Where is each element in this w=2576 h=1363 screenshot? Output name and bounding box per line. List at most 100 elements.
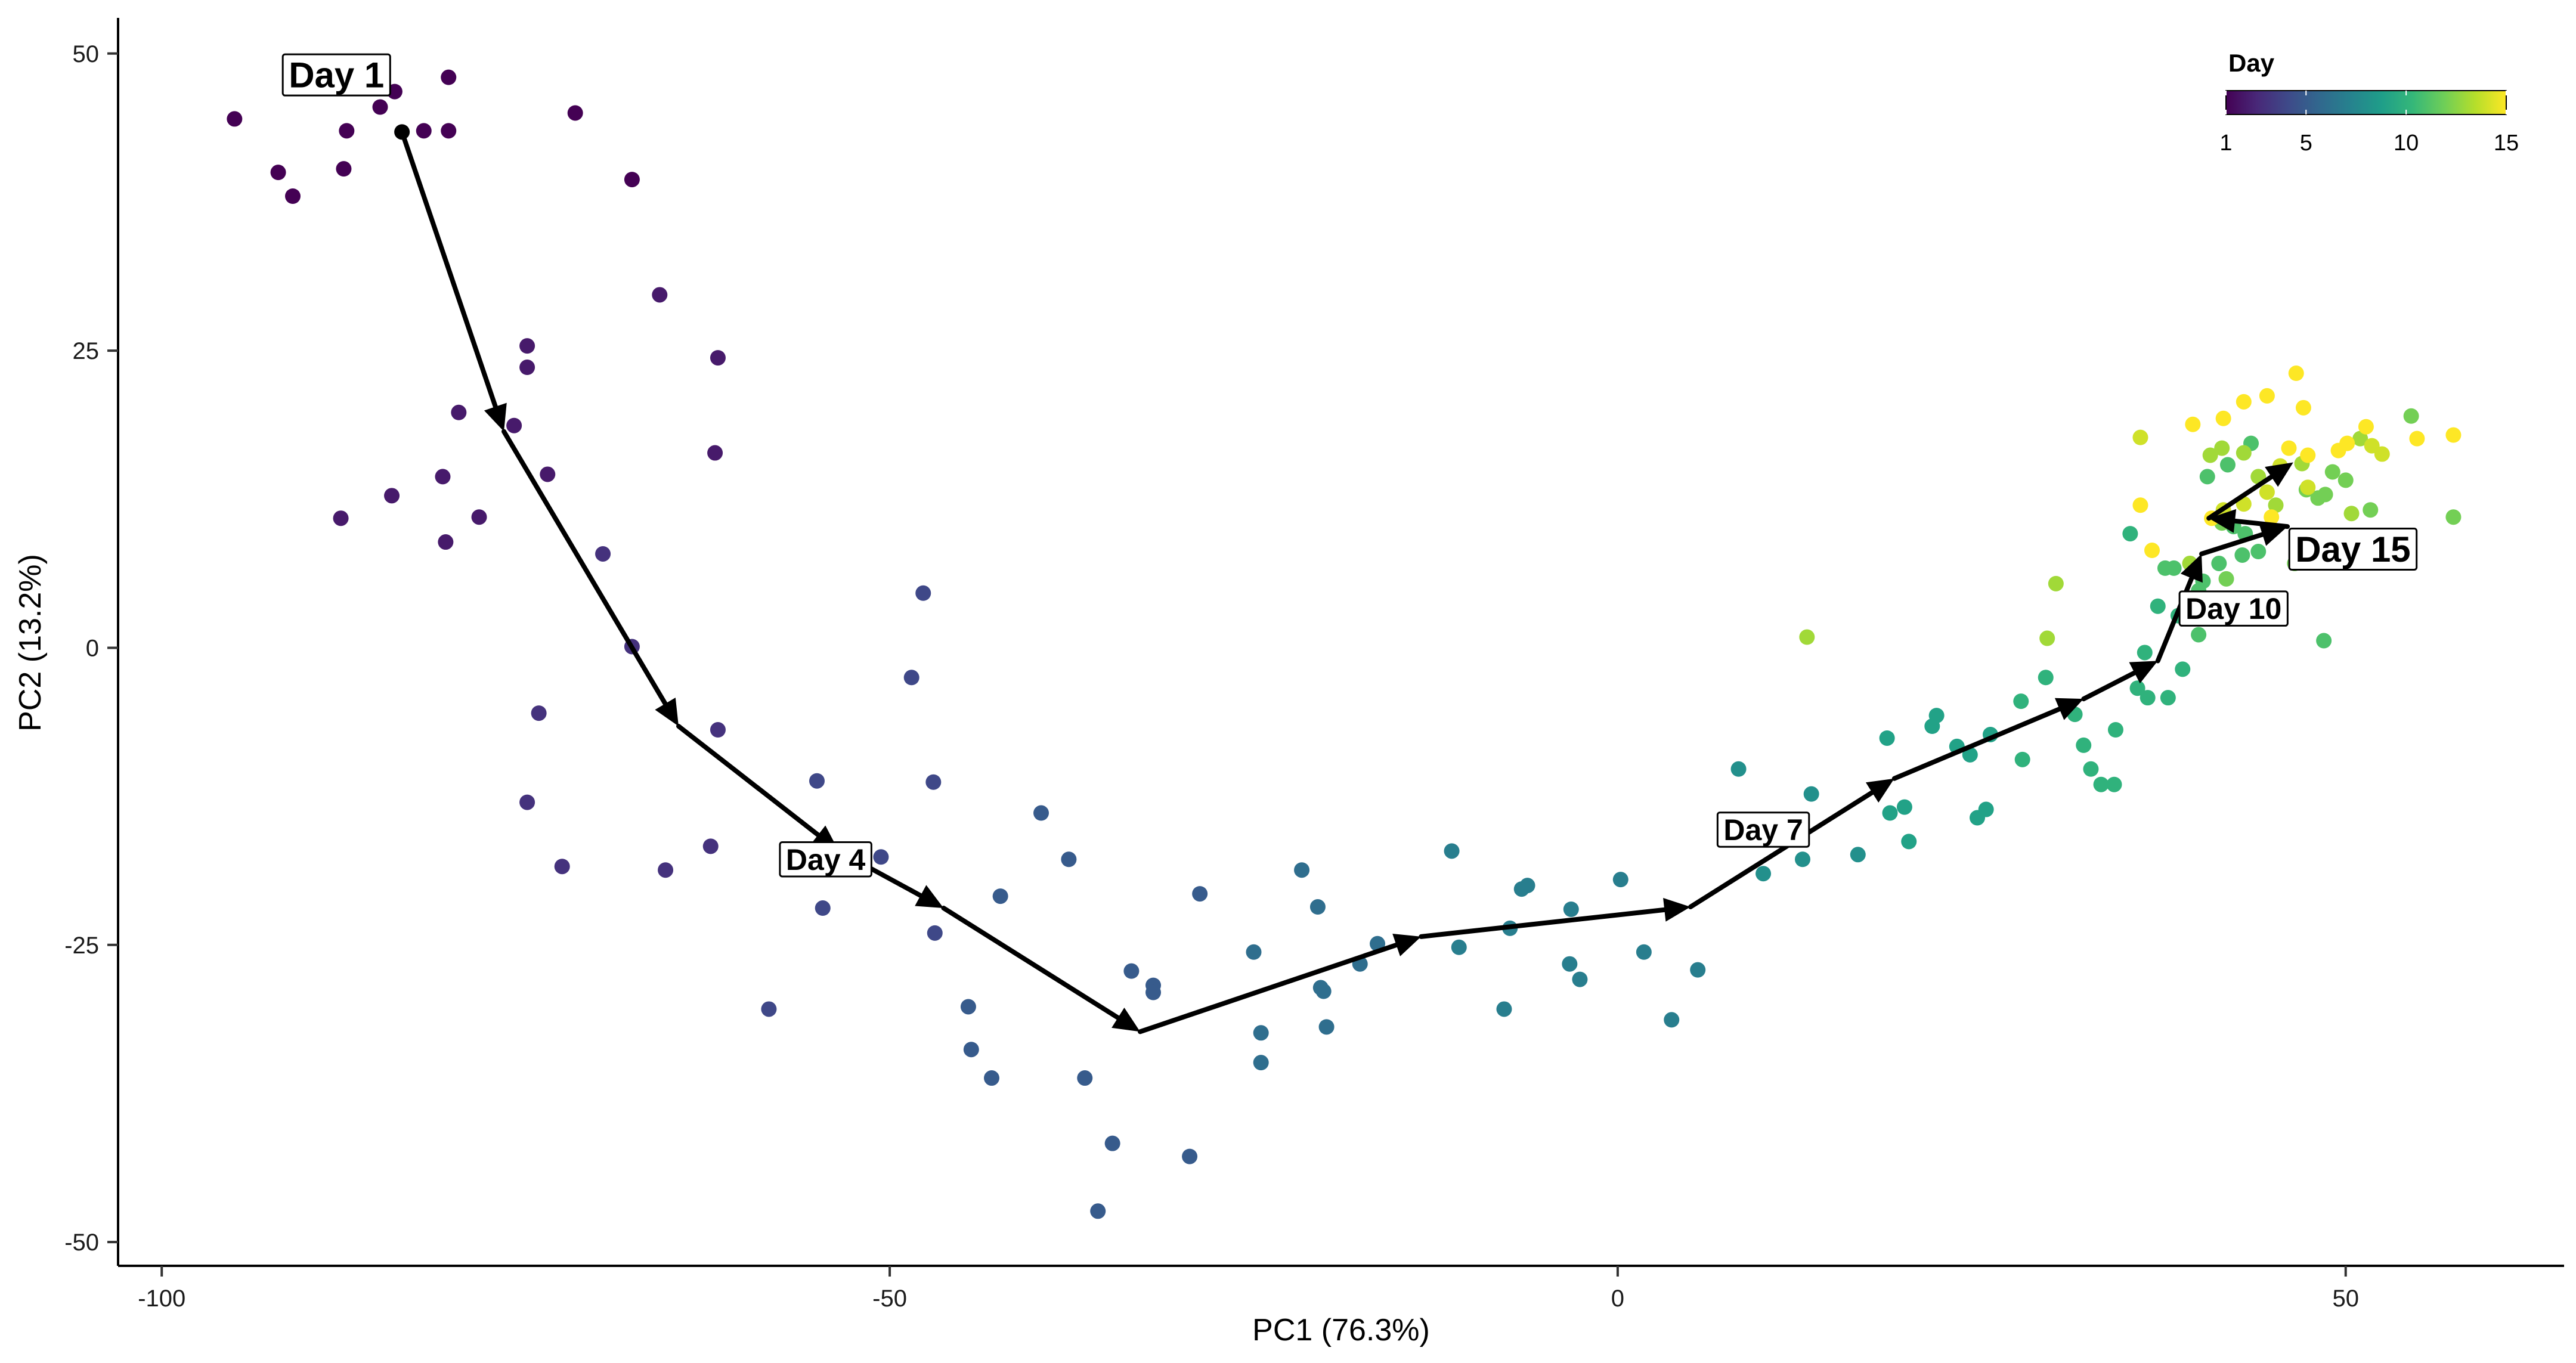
- y-tick-label: -25: [64, 933, 99, 959]
- data-point: [624, 172, 640, 188]
- data-point: [2339, 435, 2355, 451]
- legend-title: Day: [2228, 49, 2275, 77]
- data-point: [1730, 761, 1747, 777]
- data-point: [1799, 629, 1815, 645]
- data-point: [451, 404, 467, 420]
- day-label: Day 7: [1716, 811, 1810, 848]
- trajectory-segment: [676, 724, 821, 838]
- data-point: [1795, 851, 1811, 868]
- data-point: [1755, 866, 1772, 882]
- data-point: [2409, 430, 2425, 447]
- data-point: [761, 1001, 777, 1017]
- y-tick-label: 0: [86, 635, 99, 661]
- colorbar-tick-label: 15: [2494, 131, 2519, 156]
- data-point: [1901, 834, 1917, 850]
- data-point: [333, 510, 349, 526]
- data-point: [960, 999, 976, 1015]
- data-point: [2129, 680, 2145, 696]
- data-point: [2352, 430, 2368, 447]
- data-point: [1928, 708, 1945, 724]
- data-point: [1123, 963, 1140, 979]
- data-point: [2199, 469, 2215, 485]
- data-point: [1145, 984, 1162, 1000]
- colorbar: [2225, 90, 2507, 115]
- data-point: [1562, 956, 1578, 972]
- trajectory-segment: [501, 429, 668, 707]
- data-point: [2013, 693, 2029, 710]
- data-point: [710, 722, 726, 738]
- data-point: [2337, 472, 2354, 488]
- data-point: [809, 773, 825, 789]
- data-point: [815, 900, 831, 916]
- data-point: [2215, 410, 2231, 426]
- data-point: [2122, 526, 2138, 542]
- data-point: [2093, 776, 2109, 792]
- data-point: [2358, 419, 2374, 435]
- colorbar-tick-label: 10: [2394, 131, 2419, 156]
- data-point: [285, 188, 301, 204]
- data-point: [519, 338, 535, 354]
- day-label-box: [281, 53, 391, 97]
- data-point: [925, 774, 942, 790]
- scatter-points: [227, 69, 2462, 1219]
- data-point: [554, 859, 570, 875]
- trajectory-arrowhead: [915, 885, 944, 909]
- day-label-text: Day 15: [2295, 529, 2410, 569]
- data-point: [707, 445, 723, 461]
- trajectory-arrowhead: [1663, 897, 1690, 922]
- day-annotations: Day 1 Day 4 Day 7 Day 10 Day 15: [281, 53, 2418, 878]
- data-point: [2316, 633, 2332, 649]
- data-point: [1519, 878, 1535, 894]
- data-point: [1612, 872, 1628, 888]
- trajectory-segment: [400, 129, 498, 410]
- data-point: [2106, 776, 2122, 792]
- data-point: [2363, 502, 2379, 518]
- data-point: [1563, 902, 1579, 917]
- trajectory-arrowhead: [1111, 1007, 1141, 1032]
- data-point: [2374, 446, 2390, 462]
- data-point: [1246, 944, 1262, 960]
- data-point: [1104, 1135, 1120, 1151]
- data-point: [2259, 388, 2275, 404]
- data-point: [2048, 575, 2064, 591]
- data-point: [519, 794, 535, 810]
- data-point: [2236, 445, 2252, 461]
- axis-ticks: -100 -50 0 50 -50 -25 0 25 50: [64, 41, 2359, 1312]
- colorbar-legend: Day 1 5 10 15: [2219, 49, 2519, 156]
- data-point: [416, 123, 432, 139]
- data-point: [1033, 805, 1049, 821]
- y-tick-label: 50: [73, 41, 100, 67]
- day-label: Day 10: [2178, 590, 2289, 627]
- data-point: [567, 105, 583, 121]
- trajectory-arrowhead: [2259, 523, 2288, 546]
- trajectory-arrowhead: [2129, 661, 2158, 684]
- data-point: [2324, 464, 2340, 480]
- data-point: [2234, 547, 2250, 563]
- day-label-box: [2178, 590, 2289, 627]
- data-point: [2214, 440, 2230, 456]
- data-point: [372, 99, 388, 115]
- data-point: [531, 705, 547, 721]
- data-point: [927, 925, 943, 941]
- colorbar-tick-label: 5: [2300, 131, 2312, 156]
- x-tick-label: -100: [138, 1285, 185, 1312]
- data-point: [2288, 365, 2304, 382]
- data-point: [2236, 394, 2252, 410]
- data-point: [506, 417, 522, 433]
- trajectory-segment: [2199, 532, 2265, 556]
- data-point: [2140, 690, 2156, 706]
- day-label-box: [1716, 811, 1810, 848]
- data-point: [903, 670, 919, 686]
- trajectory-segment: [941, 906, 1120, 1020]
- data-point: [2175, 661, 2191, 677]
- day-label: Day 15: [2288, 528, 2418, 571]
- y-tick-label: 25: [73, 338, 100, 364]
- data-point: [270, 165, 286, 181]
- data-point: [2250, 544, 2267, 560]
- data-point: [1318, 1019, 1335, 1035]
- colorbar-tick-label: 1: [2219, 131, 2232, 156]
- data-point: [384, 488, 400, 504]
- day-label-text: Day 7: [1723, 813, 1803, 847]
- data-point: [2343, 506, 2360, 522]
- data-point: [2300, 479, 2316, 495]
